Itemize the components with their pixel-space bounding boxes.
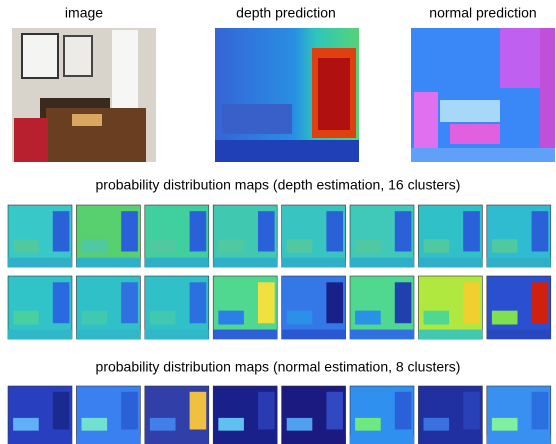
tile-part [13, 418, 39, 431]
tile-part [492, 418, 518, 431]
panel-label: image [65, 5, 103, 21]
tile-part [532, 282, 549, 323]
tile-part [13, 311, 39, 325]
tile-part [350, 330, 414, 339]
tile-part [121, 282, 138, 323]
panel-label: normal prediction [429, 5, 536, 21]
tile-part [492, 239, 518, 253]
tile-part [8, 258, 72, 267]
tile-part [76, 258, 140, 267]
tile-part [326, 282, 343, 323]
tile-part [145, 258, 209, 267]
tile-part [213, 330, 277, 339]
tile-part [82, 311, 108, 325]
tile-part [145, 435, 209, 444]
section-title: probability distribution maps (normal es… [96, 359, 461, 375]
tile-part [13, 239, 39, 253]
tile-part [218, 418, 244, 431]
tile-part [418, 330, 482, 339]
tile-part [424, 311, 450, 325]
tile-part [282, 435, 346, 444]
tile-part [492, 311, 518, 325]
tile-part [190, 392, 207, 430]
tile-part [355, 418, 381, 431]
tile-part [463, 211, 480, 251]
tile-part [53, 211, 70, 251]
tile-part [282, 330, 346, 339]
tile-part [82, 239, 108, 253]
depth-tiles [8, 276, 551, 339]
tile-part [258, 392, 275, 430]
tile-part [287, 311, 313, 325]
tile-part [213, 435, 277, 444]
section-title: probability distribution maps (depth est… [96, 177, 461, 193]
tile-part [218, 311, 244, 325]
depth-map [215, 28, 359, 162]
tile-part [532, 211, 549, 251]
tile-part [121, 392, 138, 430]
tile-part [463, 392, 480, 430]
tile-part [282, 258, 346, 267]
tile-part [53, 282, 70, 323]
tile-part [258, 282, 275, 323]
normal-tiles [8, 386, 551, 444]
tile-part [150, 311, 176, 325]
tile-part [355, 239, 381, 253]
tile-part [218, 239, 244, 253]
tile-part [350, 258, 414, 267]
tile-part [395, 282, 412, 323]
tile-part [418, 435, 482, 444]
tile-part [424, 239, 450, 253]
tile-part [355, 311, 381, 325]
tile-part [395, 392, 412, 430]
tile-part [424, 418, 450, 431]
tile-part [487, 435, 551, 444]
tile-part [326, 211, 343, 251]
depth-tiles [8, 205, 551, 267]
tile-part [121, 211, 138, 251]
page: image depth prediction normal prediction… [0, 0, 556, 444]
tile-part [190, 282, 207, 323]
panel-label: depth prediction [236, 5, 336, 21]
tile-part [8, 435, 72, 444]
tile-part [145, 330, 209, 339]
tile-part [350, 435, 414, 444]
tile-part [8, 330, 72, 339]
tile-part [326, 392, 343, 430]
photo [12, 28, 156, 162]
tile-part [287, 418, 313, 431]
normal-map [411, 28, 555, 162]
tile-part [463, 282, 480, 323]
tile-part [53, 392, 70, 430]
tile-part [532, 392, 549, 430]
figure: image depth prediction normal prediction… [0, 0, 556, 444]
tile-part [487, 258, 551, 267]
tile-part [395, 211, 412, 251]
tile-part [418, 258, 482, 267]
tile-part [190, 211, 207, 251]
tile-part [76, 330, 140, 339]
tile-part [213, 258, 277, 267]
tile-part [150, 418, 176, 431]
tile-part [287, 239, 313, 253]
tile-part [487, 330, 551, 339]
tile-part [258, 211, 275, 251]
tile-part [150, 239, 176, 253]
tile-part [82, 418, 108, 431]
tile-part [76, 435, 140, 444]
